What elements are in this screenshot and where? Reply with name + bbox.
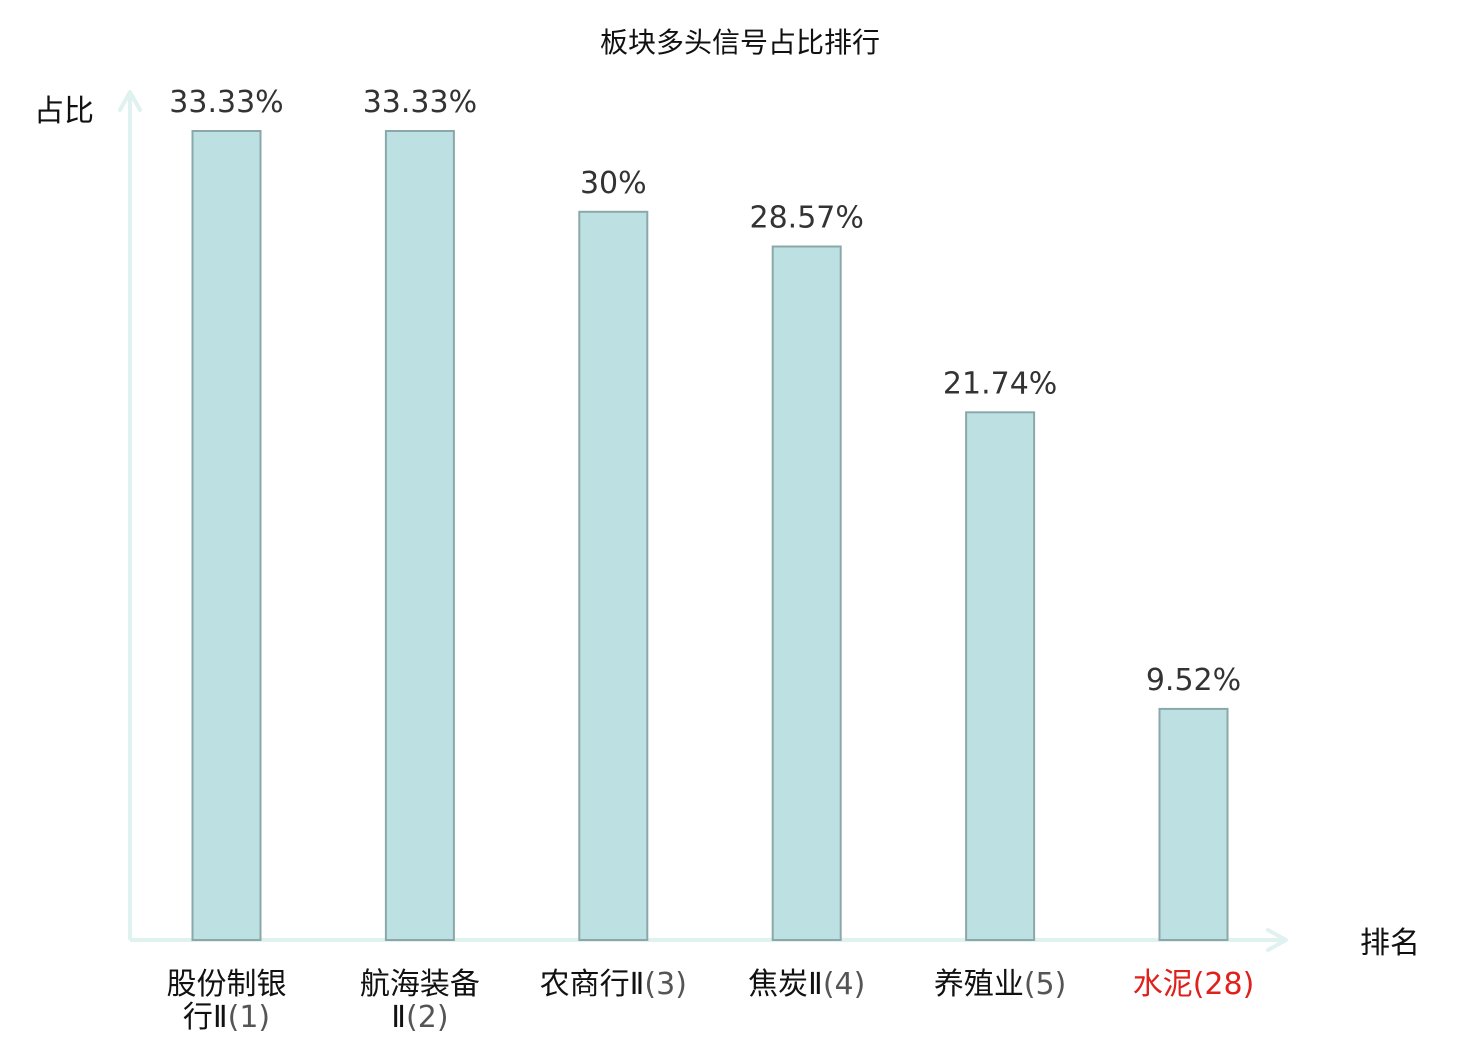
bar: [771, 245, 842, 941]
bar: [578, 210, 649, 942]
x-tick-rank: (4): [823, 967, 866, 1002]
x-tick-rank: (2): [406, 1000, 449, 1035]
x-tick-label: 焦炭Ⅱ(4): [748, 967, 865, 1002]
bar-value-label: 21.74%: [943, 366, 1057, 401]
x-tick-label-line: 股份制银: [167, 967, 287, 1002]
bar-value-label: 9.52%: [1146, 663, 1241, 698]
x-tick-rank: (5): [1024, 967, 1067, 1002]
bar: [1158, 707, 1229, 942]
x-tick-label: 养殖业(5): [934, 967, 1067, 1002]
chart-title: 板块多头信号占比排行: [600, 26, 880, 59]
x-tick-label: 水泥(28): [1133, 967, 1255, 1002]
y-axis-label: 占比: [34, 94, 94, 129]
bar-value-label: 33.33%: [363, 85, 477, 120]
x-tick-label-line: 航海装备: [360, 967, 480, 1002]
x-tick-label-line: 行Ⅱ: [183, 1000, 228, 1035]
x-tick-label: 股份制银行Ⅱ(1): [167, 967, 287, 1035]
x-tick-rank: (1): [228, 1000, 271, 1035]
category-label-group: 股份制银行Ⅱ(1)航海装备 Ⅱ(2)农商行Ⅱ(3) 焦炭Ⅱ(4) 养殖业(5) 水泥(2…: [167, 967, 1255, 1035]
bar-value-label: 30%: [580, 166, 647, 201]
x-tick-label-line: Ⅱ: [391, 1000, 406, 1035]
bar-value-label: 33.33%: [169, 85, 283, 120]
bar: [384, 130, 455, 941]
x-tick-label-line: 农商行Ⅱ: [540, 967, 645, 1002]
x-tick-label-line: 养殖业: [934, 967, 1024, 1002]
value-label-group: 33.33% 33.33% 30% 28.57% 21.74% 9.52%: [169, 85, 1241, 698]
x-tick-rank: (28): [1193, 967, 1255, 1002]
x-tick-label-line: 焦炭Ⅱ: [748, 967, 823, 1002]
x-axis-label: 排名: [1360, 926, 1420, 961]
x-tick-label-line: 水泥: [1133, 967, 1193, 1002]
bar-group: [191, 130, 1229, 942]
bar: [965, 411, 1036, 941]
x-tick-rank: (3): [644, 967, 687, 1002]
bar: [191, 130, 262, 941]
bar-value-label: 28.57%: [750, 201, 864, 236]
x-tick-label: 航海装备 Ⅱ(2): [360, 967, 480, 1035]
x-tick-label: 农商行Ⅱ(3): [540, 967, 687, 1002]
